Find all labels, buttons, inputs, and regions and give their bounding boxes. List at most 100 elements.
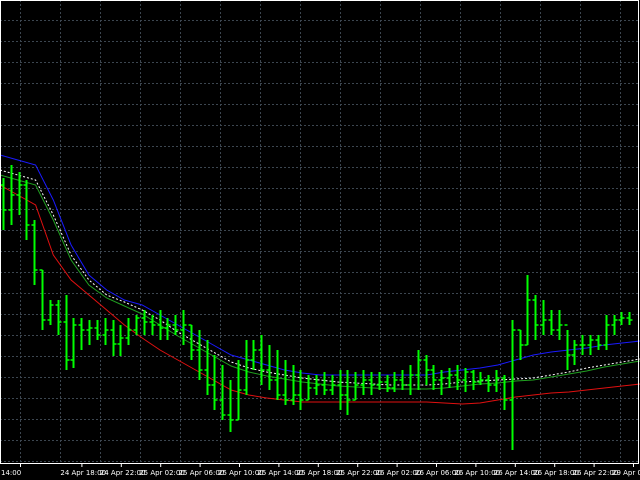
ohlc-bar <box>31 220 38 285</box>
x-tick-label: 26 Apr 06:00 <box>415 469 461 477</box>
ohlc-bar <box>524 275 531 346</box>
ohlc-bar <box>587 335 594 355</box>
ohlc-bar <box>470 370 477 390</box>
ohlc-bar <box>8 165 15 225</box>
x-tick-label: 26 Apr 22:00 <box>573 469 619 477</box>
ohlc-bar <box>94 320 101 340</box>
ohlc-bar <box>23 180 30 240</box>
ohlc-bar <box>47 300 54 325</box>
ohlc-bar <box>290 365 297 405</box>
ohlc-bar <box>211 355 218 410</box>
ohlc-bar <box>149 315 156 335</box>
ohlc-bar <box>250 340 257 370</box>
ohlc-bar <box>407 365 414 395</box>
ohlc-bar <box>39 269 46 330</box>
ohlc-bar <box>548 310 555 335</box>
ohlc-bar <box>556 310 563 340</box>
ohlc-bar <box>141 310 148 335</box>
x-tick-label: 26 Apr 10:00 <box>454 469 500 477</box>
ohlc-bar <box>266 345 273 390</box>
ohlc-bar <box>188 324 195 360</box>
ohlc-bar <box>360 370 367 395</box>
ohlc-bar <box>517 329 524 360</box>
ohlc-bar <box>579 335 586 355</box>
ohlc-bar <box>564 324 571 370</box>
ohlc-bar <box>595 335 602 350</box>
ohlc-bar <box>157 310 164 340</box>
indicator-bands <box>0 154 640 405</box>
ohlc-bar <box>258 335 265 385</box>
x-tick-label: 25 Apr 06:00 <box>179 469 225 477</box>
ohlc-bar <box>164 318 171 340</box>
ohlc-bar <box>337 370 344 410</box>
ohlc-bar <box>509 320 516 450</box>
upper-band-line <box>0 154 640 376</box>
ohlc-bar <box>305 375 312 401</box>
ohlc-bar <box>611 315 618 335</box>
ohlc-bar <box>297 370 304 410</box>
x-tick-label: 25 Apr 18:00 <box>297 469 343 477</box>
ohlc-bar <box>391 372 398 392</box>
ohlc-bar <box>368 372 375 395</box>
ohlc-bar <box>603 315 610 350</box>
ohlc-bar <box>243 340 250 395</box>
lower-band-line <box>0 184 640 405</box>
ohlc-bar <box>78 318 85 350</box>
ohlc-bar <box>415 350 422 390</box>
x-tick-label: 25 Apr 10:00 <box>218 469 264 477</box>
ohlc-bar <box>282 360 289 405</box>
ohlc-bar <box>571 340 578 365</box>
ohlc-bar <box>110 320 117 356</box>
ohlc-bar <box>485 375 492 392</box>
ohlc-bar <box>321 372 328 395</box>
ohlc-bar <box>454 365 461 390</box>
ohlc-bar <box>227 380 234 432</box>
x-tick-label: 24 Apr 18:00 <box>60 469 106 477</box>
ohlc-bar <box>399 370 406 390</box>
ohlc-bar <box>196 330 203 380</box>
x-tick-label: 25 Apr 14:00 <box>257 469 303 477</box>
ohlc-bar <box>462 368 469 392</box>
ohlc-bar <box>618 312 625 325</box>
ohlc-bar <box>172 315 179 335</box>
ohlc-bar <box>384 375 391 392</box>
ohlc-bar <box>493 370 500 392</box>
ohlc-bar <box>626 312 633 325</box>
ohlc-bar <box>477 372 484 385</box>
ohlc-bar <box>446 368 453 388</box>
ohlc-bar <box>219 365 226 420</box>
ohlc-bar <box>274 350 281 400</box>
ohlc-bar <box>423 355 430 385</box>
ohlc-bar <box>376 372 383 390</box>
signal-line <box>0 169 640 386</box>
x-tick-label: 14:00 <box>1 469 21 477</box>
ohlc-bar <box>117 325 124 356</box>
ohlc-bar <box>352 372 359 401</box>
price-bars <box>0 165 633 450</box>
ohlc-bar <box>125 318 132 345</box>
ohlc-bar <box>133 315 140 335</box>
x-tick-label: 25 Apr 22:00 <box>336 469 382 477</box>
ohlc-bar <box>344 370 351 415</box>
chart-frame <box>0 0 639 464</box>
ohlc-bar <box>430 365 437 390</box>
x-tick-label: 24 Apr 22:00 <box>100 469 146 477</box>
ohlc-bar <box>180 310 187 345</box>
ohlc-bar <box>540 300 547 335</box>
ohlc-bar <box>501 375 508 410</box>
ohlc-bar <box>86 320 93 345</box>
ohlc-bar <box>329 375 336 395</box>
ohlc-bar <box>63 295 70 370</box>
ohlc-bar <box>55 300 62 335</box>
x-tick-label: 26 Apr 14:00 <box>494 469 540 477</box>
chart-grid <box>0 0 640 464</box>
ohlc-bar <box>102 318 109 345</box>
ohlc-bar <box>70 318 77 368</box>
mid-band-line <box>0 174 640 390</box>
x-tick-label: 26 Apr 18:00 <box>533 469 579 477</box>
ohlc-bar <box>204 340 211 395</box>
x-tick-label: 29 Apr 02:00 <box>612 469 640 477</box>
